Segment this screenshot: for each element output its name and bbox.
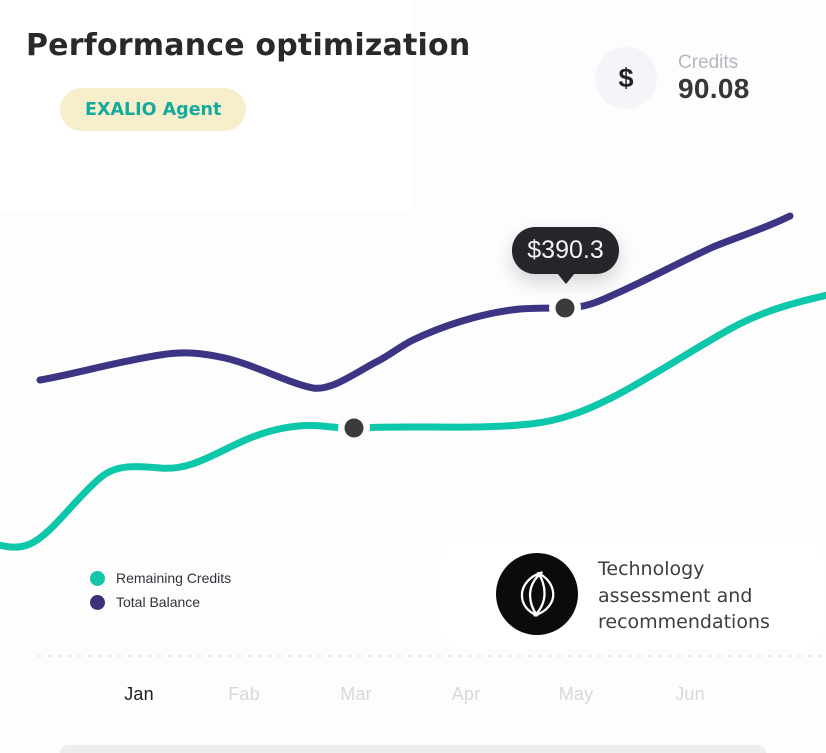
axis-divider [38, 655, 826, 657]
legend-label: Total Balance [116, 594, 201, 610]
remaining-credits-line[interactable] [0, 291, 826, 551]
credits-label: Credits [678, 52, 739, 73]
legend-item-total-balance[interactable]: Total Balance [90, 594, 231, 610]
page-title: Performance optimization [26, 28, 471, 63]
dollar-glyph: $ [618, 62, 634, 93]
x-axis-label-fab[interactable]: Fab [228, 684, 260, 704]
x-axis-label-jan[interactable]: Jan [124, 684, 154, 704]
legend-label: Remaining Credits [116, 570, 232, 586]
dollar-icon: $ [595, 47, 657, 109]
credits-text: Credits 90.08 [678, 52, 750, 104]
credits-amount: 90.08 [678, 73, 750, 104]
legend-dot-teal-icon [90, 570, 105, 586]
x-axis-label-jun[interactable]: Jun [675, 684, 705, 704]
agent-badge-label: EXALIO Agent [85, 99, 222, 120]
total-balance-marker-dot[interactable] [555, 298, 575, 318]
remaining-credits-marker-dot[interactable] [344, 418, 364, 438]
chart-tooltip-value: $390.3 [527, 236, 604, 264]
chart-tooltip: $390.3 [512, 227, 619, 274]
legend-item-remaining-credits[interactable]: Remaining Credits [90, 570, 231, 586]
agent-badge[interactable]: EXALIO Agent [60, 88, 247, 131]
company-logo-icon [496, 553, 578, 635]
info-card-text: Technology assessment and recommendation… [598, 558, 770, 633]
x-axis: Jan Fab Mar Apr May Jun [0, 684, 826, 706]
x-axis-label-may[interactable]: May [558, 684, 594, 704]
credits-widget: $ Credits 90.08 [595, 47, 750, 109]
legend-dot-navy-icon [90, 594, 105, 610]
x-axis-label-mar[interactable]: Mar [340, 684, 372, 704]
x-axis-label-apr[interactable]: Apr [451, 684, 481, 704]
next-card-edge [60, 745, 766, 753]
total-balance-line[interactable] [36, 212, 794, 392]
chart-legend: Remaining Credits Total Balance [90, 570, 231, 610]
